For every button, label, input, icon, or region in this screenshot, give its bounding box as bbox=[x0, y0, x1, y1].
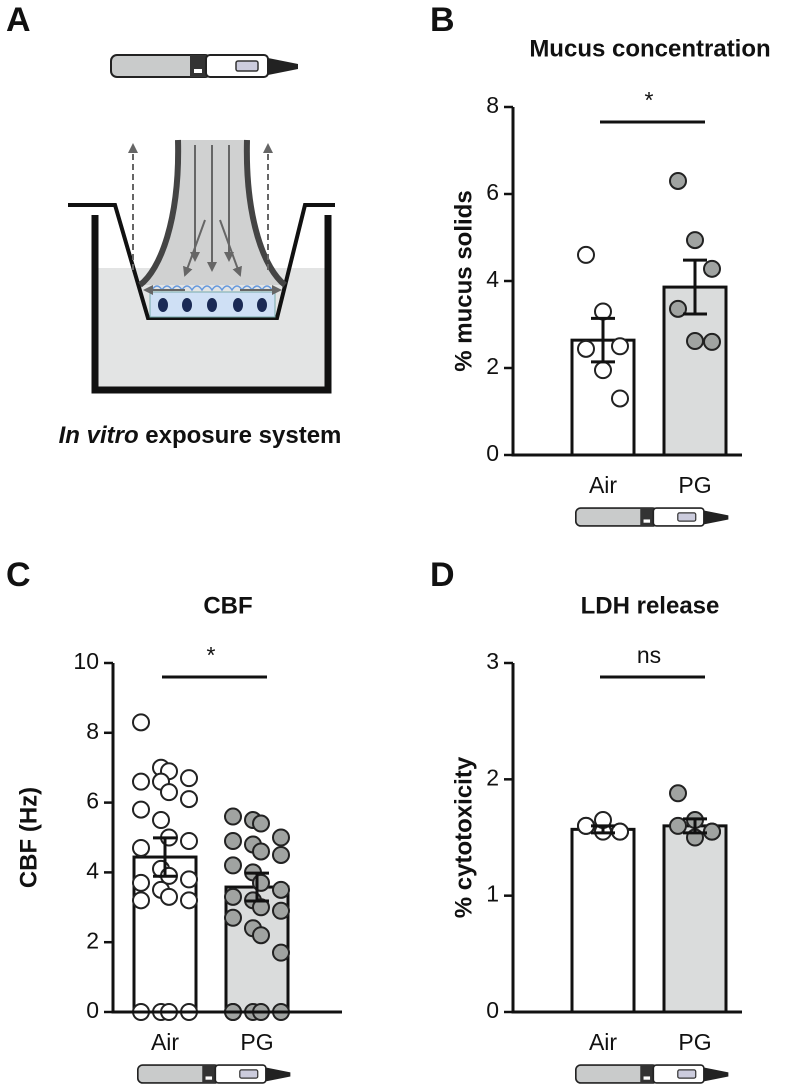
data-point bbox=[224, 887, 242, 906]
diagram-caption: In vitro exposure system bbox=[59, 422, 342, 449]
x-tick-label: PG bbox=[678, 472, 711, 498]
data-point bbox=[703, 259, 721, 278]
panel-label: A bbox=[6, 1, 31, 39]
data-point bbox=[160, 783, 178, 802]
y-tick-label: 2 bbox=[486, 353, 499, 379]
error-bar bbox=[591, 316, 615, 364]
y-tick-label: 0 bbox=[486, 440, 499, 466]
data-point bbox=[577, 339, 595, 358]
y-tick-label: 2 bbox=[486, 764, 499, 790]
data-point bbox=[594, 361, 612, 380]
data-point bbox=[224, 856, 242, 875]
y-tick-label: 0 bbox=[86, 997, 99, 1023]
chart-title: CBF bbox=[203, 592, 252, 619]
error-bar bbox=[683, 817, 707, 835]
bar bbox=[662, 824, 728, 1014]
y-tick-label: 2 bbox=[86, 927, 99, 953]
data-point bbox=[611, 337, 629, 356]
x-tick-label: Air bbox=[151, 1029, 179, 1055]
data-point bbox=[272, 845, 290, 864]
data-point bbox=[272, 828, 290, 847]
data-point bbox=[224, 908, 242, 927]
data-point bbox=[252, 898, 270, 917]
y-tick-label: 1 bbox=[486, 881, 499, 907]
data-point bbox=[160, 887, 178, 906]
significance-label: * bbox=[645, 87, 654, 113]
data-point bbox=[252, 926, 270, 945]
data-point bbox=[272, 901, 290, 920]
x-tick-label: Air bbox=[589, 1029, 617, 1055]
axis bbox=[111, 663, 342, 1014]
data-point bbox=[669, 784, 687, 803]
error-bar bbox=[683, 258, 707, 316]
y-tick-label: 3 bbox=[486, 648, 499, 674]
x-tick-label: Air bbox=[589, 472, 617, 498]
caption-italic: In vitro bbox=[59, 422, 139, 449]
error-bar bbox=[153, 836, 177, 878]
significance-label: ns bbox=[637, 642, 661, 668]
y-axis-label: % mucus solids bbox=[450, 190, 477, 371]
vaporizer-icon bbox=[575, 507, 730, 527]
vaporizer-icon bbox=[137, 1064, 292, 1084]
data-point bbox=[180, 769, 198, 788]
chart-title: Mucus concentration bbox=[529, 35, 770, 62]
data-point bbox=[132, 838, 150, 857]
y-tick-label: 10 bbox=[73, 648, 99, 674]
data-point bbox=[669, 816, 687, 835]
y-tick-label: 6 bbox=[86, 788, 99, 814]
data-point bbox=[272, 880, 290, 899]
data-point bbox=[252, 814, 270, 833]
data-point bbox=[686, 332, 704, 351]
panel-label: D bbox=[430, 556, 455, 594]
data-point bbox=[252, 873, 270, 892]
caption-text: exposure system bbox=[145, 422, 341, 449]
y-tick-label: 4 bbox=[486, 266, 499, 292]
data-point bbox=[669, 171, 687, 190]
panel-label: B bbox=[430, 1, 455, 39]
data-point bbox=[703, 332, 721, 351]
bar bbox=[570, 827, 636, 1014]
data-point bbox=[686, 231, 704, 250]
significance-label: * bbox=[207, 642, 216, 668]
x-tick-label: PG bbox=[240, 1029, 273, 1055]
error-bar bbox=[591, 824, 615, 835]
vaporizer-icon bbox=[575, 1064, 730, 1084]
data-point bbox=[152, 811, 170, 830]
data-point bbox=[132, 772, 150, 791]
error-bar bbox=[245, 871, 269, 903]
y-tick-label: 6 bbox=[486, 179, 499, 205]
axis bbox=[511, 107, 742, 457]
data-point bbox=[577, 245, 595, 264]
y-axis-label: % cytotoxicity bbox=[450, 756, 477, 918]
data-point bbox=[224, 831, 242, 850]
y-tick-label: 8 bbox=[86, 718, 99, 744]
data-point bbox=[180, 891, 198, 910]
chart-title: LDH release bbox=[581, 592, 720, 619]
exposure-diagram: In vitro exposure system bbox=[59, 54, 342, 449]
y-axis-label: CBF (Hz) bbox=[15, 787, 42, 888]
axis bbox=[511, 663, 742, 1014]
data-point bbox=[669, 299, 687, 318]
data-point bbox=[611, 389, 629, 408]
data-point bbox=[252, 842, 270, 861]
panel-label: C bbox=[6, 556, 31, 594]
y-tick-label: 4 bbox=[86, 857, 99, 883]
y-tick-label: 0 bbox=[486, 997, 499, 1023]
data-point bbox=[132, 873, 150, 892]
data-point bbox=[180, 790, 198, 809]
data-point bbox=[132, 891, 150, 910]
data-point bbox=[272, 943, 290, 962]
data-point bbox=[132, 800, 150, 819]
data-point bbox=[224, 807, 242, 826]
data-point bbox=[180, 831, 198, 850]
x-tick-label: PG bbox=[678, 1029, 711, 1055]
y-tick-label: 8 bbox=[486, 92, 499, 118]
data-point bbox=[132, 713, 150, 732]
data-point bbox=[180, 870, 198, 889]
